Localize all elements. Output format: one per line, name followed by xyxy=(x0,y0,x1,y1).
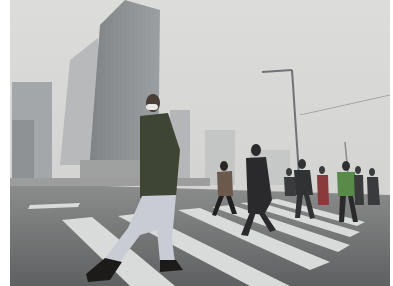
cars xyxy=(10,178,210,186)
page xyxy=(0,0,393,286)
street-photo xyxy=(0,0,393,286)
building xyxy=(12,120,34,182)
road xyxy=(10,183,390,286)
scene xyxy=(10,0,390,286)
